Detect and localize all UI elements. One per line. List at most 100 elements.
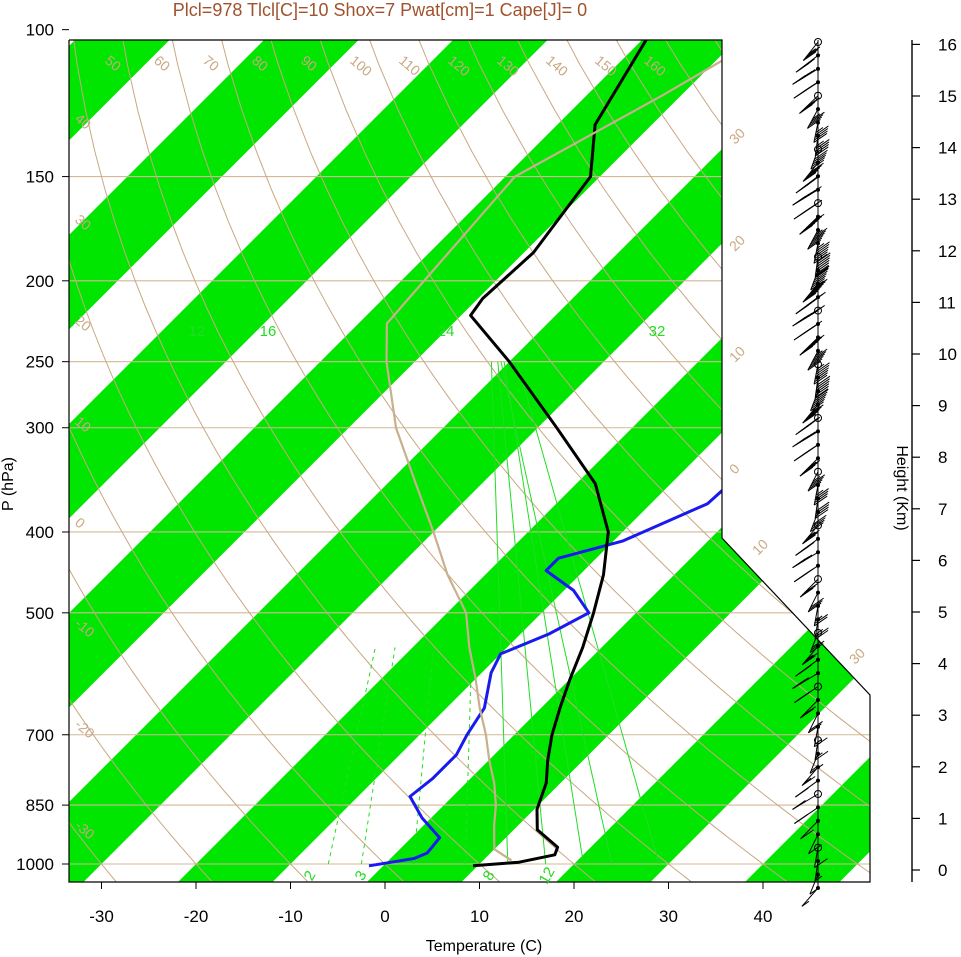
wind-barb-half-feather [809, 177, 818, 183]
wind-barb-feather [811, 519, 825, 530]
height-tick-label: 3 [938, 706, 947, 725]
isotherm-band [0, 0, 29, 899]
wind-level-marker [814, 91, 822, 100]
wind-barb-feather [795, 677, 810, 688]
wind-barb-feather [814, 248, 829, 259]
wind-barb-feather [816, 362, 830, 373]
wind-barb-feather [802, 534, 816, 545]
wind-barb-feather [806, 339, 820, 349]
x-tick-label: 30 [659, 907, 678, 926]
wind-level-dot [816, 107, 820, 112]
height-tick-label: 0 [938, 861, 947, 880]
wind-level-dot [816, 832, 820, 837]
mixing-ratio-line [412, 647, 434, 865]
height-tick-label: 2 [938, 758, 947, 777]
wind-barb-feather [815, 367, 829, 378]
wind-barb-feather [799, 345, 814, 356]
wind-barb [800, 820, 819, 840]
wind-barb-feather [804, 462, 818, 473]
wind-barb-feather [816, 257, 830, 268]
wind-barb-feather [814, 268, 829, 279]
height-tick-label: 4 [938, 655, 947, 674]
wind-barb-feather [815, 264, 829, 275]
wind-barb-feather [802, 51, 817, 62]
mixing-ratio-line [500, 361, 613, 865]
mixing-ratio-lines [327, 361, 660, 865]
wind-level-dot [816, 657, 820, 662]
wind-barb-half-feather [811, 642, 820, 648]
mixing-ratio-line [503, 361, 584, 865]
wind-level-dot [816, 872, 820, 877]
dry-adiabat [358, 40, 870, 882]
wind-level-dot [816, 429, 820, 434]
height-axis-label: Height (Km) [893, 445, 910, 530]
dry-adiabat [744, 40, 870, 882]
wind-level-dot [816, 805, 820, 810]
height-tick-label: 6 [938, 551, 947, 570]
wind-barb-feather [815, 243, 830, 254]
wind-level-dot [816, 80, 820, 85]
wind-level-marker [814, 521, 822, 530]
wind-barb-feather [801, 101, 816, 112]
mixing-ratio-label: 32 [649, 323, 666, 340]
wind-level-dot [816, 174, 820, 179]
mixing-ratio-line [490, 361, 509, 865]
wind-barb-feather [809, 235, 824, 245]
wind-level-marker [814, 682, 822, 691]
wind-barb-feather [813, 391, 828, 402]
mixing-ratio-label: 8 [480, 868, 499, 884]
wind-barb-feather [806, 409, 820, 419]
wind-level-dot [816, 402, 820, 407]
wind-barb-half-feather [812, 475, 821, 482]
wind-barb-feather [801, 69, 816, 79]
wind-barb-half-feather [812, 113, 821, 120]
height-tick-label: 12 [938, 242, 957, 261]
y-tick-label: 300 [26, 419, 54, 438]
wind-barb-feather [799, 224, 813, 235]
wind-barb-feather [813, 495, 828, 506]
dry-adiabat-label: 100 [347, 52, 375, 79]
parcel-line [385, 40, 776, 862]
x-tick-label: -30 [89, 907, 114, 926]
wind-barb-feather [809, 721, 823, 731]
wind-barb-feather [806, 529, 820, 540]
wind-barb-feather [815, 501, 830, 512]
wind-barb-half-feather [815, 628, 824, 635]
wind-barb-half-feather [815, 229, 823, 236]
wind-barb-feather [815, 364, 830, 375]
wind-barb-feather [815, 265, 830, 276]
wind-barb-feather [792, 800, 806, 810]
wind-barb-feather [813, 278, 828, 289]
dry-adiabat [406, 40, 870, 882]
dry-adiabat [310, 40, 870, 882]
wind-barb-feather [816, 139, 830, 149]
wind-barb [813, 122, 819, 143]
mixing-ratio-label: 16 [260, 323, 277, 340]
wind-level-dot [816, 456, 820, 461]
wind-level-dot [816, 698, 820, 702]
wind-level-dot [816, 483, 820, 488]
wind-barb-feather [800, 829, 814, 840]
isotherm-band [69, 40, 786, 882]
wind-barb-feather [815, 141, 830, 152]
wind-barb-feather [804, 411, 818, 422]
wind-barb-feather [811, 232, 825, 243]
wind-barb-half-feather [808, 531, 816, 538]
wind-level-dot [816, 765, 820, 770]
wind-level-dot [816, 859, 820, 864]
wind-barb-feather [812, 396, 826, 407]
wind-level-dot [816, 389, 820, 394]
wind-barb [814, 861, 819, 882]
dry-adiabat [69, 40, 131, 882]
wind-level-dot [816, 66, 820, 71]
wind-barb-feather [802, 172, 817, 182]
mixing-ratio-label: 12 [536, 864, 559, 887]
wind-barb-feather [810, 597, 824, 608]
wind-barb-half-feather [811, 406, 820, 412]
wind-level-marker [814, 790, 822, 798]
wind-barb-feather [804, 341, 818, 352]
wind-level-dot [816, 268, 820, 273]
wind-level-dot [816, 348, 820, 353]
x-tick-label: 40 [754, 907, 773, 926]
wind-barb-feather [801, 343, 816, 354]
